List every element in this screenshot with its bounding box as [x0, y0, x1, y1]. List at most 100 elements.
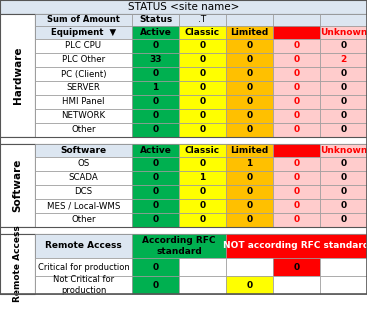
Text: 0: 0: [199, 160, 206, 169]
Bar: [35, 157, 132, 171]
Text: 0: 0: [246, 98, 252, 107]
Bar: [320, 171, 367, 185]
Text: Other: Other: [71, 126, 96, 134]
Text: 0: 0: [199, 98, 206, 107]
Text: 0: 0: [246, 280, 252, 289]
Bar: [0, 144, 35, 227]
Text: Hardware: Hardware: [12, 47, 22, 104]
Text: 0: 0: [152, 126, 159, 134]
Bar: [273, 14, 320, 26]
Text: 0: 0: [294, 263, 299, 272]
Text: Other: Other: [71, 215, 96, 224]
Text: 0: 0: [152, 187, 159, 196]
Text: .T: .T: [199, 16, 207, 25]
Text: 0: 0: [294, 111, 299, 120]
Bar: [35, 258, 132, 276]
Bar: [273, 171, 320, 185]
Bar: [0, 227, 367, 234]
Bar: [320, 109, 367, 123]
Bar: [35, 14, 132, 26]
Bar: [320, 14, 367, 26]
Bar: [132, 123, 179, 137]
Text: 0: 0: [199, 202, 206, 211]
Bar: [179, 185, 226, 199]
Text: Obsolete: Obsolete: [274, 146, 319, 155]
Bar: [320, 39, 367, 53]
Text: PLC Other: PLC Other: [62, 56, 105, 65]
Bar: [226, 123, 273, 137]
Text: 1: 1: [246, 160, 252, 169]
Bar: [179, 199, 226, 213]
Text: 2: 2: [340, 56, 346, 65]
Bar: [320, 185, 367, 199]
Bar: [273, 53, 320, 67]
Text: Active: Active: [139, 28, 171, 37]
Text: 0: 0: [246, 111, 252, 120]
Bar: [132, 144, 179, 157]
Text: DCS: DCS: [75, 187, 92, 196]
Bar: [273, 258, 320, 276]
Text: 1: 1: [199, 173, 206, 182]
Text: 0: 0: [341, 69, 346, 78]
Text: Software: Software: [61, 146, 106, 155]
Text: 0: 0: [152, 111, 159, 120]
Text: 0: 0: [199, 111, 206, 120]
Text: Unknown: Unknown: [320, 28, 367, 37]
Text: Limited: Limited: [230, 146, 269, 155]
Bar: [320, 276, 367, 294]
Text: 0: 0: [341, 84, 346, 92]
Text: Active: Active: [139, 146, 171, 155]
Bar: [273, 109, 320, 123]
Text: Remote Access: Remote Access: [13, 226, 22, 302]
Bar: [35, 123, 132, 137]
Bar: [0, 234, 35, 294]
Text: 0: 0: [294, 84, 299, 92]
Text: 0: 0: [152, 69, 159, 78]
Bar: [273, 276, 320, 294]
Text: PC (Client): PC (Client): [61, 69, 106, 78]
Bar: [273, 185, 320, 199]
Bar: [226, 53, 273, 67]
Text: Classic: Classic: [185, 28, 220, 37]
Text: PLC CPU: PLC CPU: [65, 41, 102, 50]
Text: 0: 0: [341, 111, 346, 120]
Text: SCADA: SCADA: [69, 173, 98, 182]
Text: 0: 0: [341, 160, 346, 169]
Bar: [35, 213, 132, 227]
Bar: [132, 276, 179, 294]
Text: 0: 0: [294, 215, 299, 224]
Bar: [179, 81, 226, 95]
Bar: [35, 26, 132, 39]
Bar: [179, 258, 226, 276]
Bar: [179, 123, 226, 137]
Bar: [179, 53, 226, 67]
Bar: [273, 26, 320, 39]
Text: Software: Software: [12, 159, 22, 212]
Text: 0: 0: [152, 202, 159, 211]
Text: 0: 0: [341, 187, 346, 196]
Bar: [273, 39, 320, 53]
Text: 0: 0: [341, 215, 346, 224]
Bar: [226, 26, 273, 39]
Bar: [226, 258, 273, 276]
Bar: [226, 109, 273, 123]
Text: 0: 0: [246, 84, 252, 92]
Bar: [320, 67, 367, 81]
Text: 0: 0: [152, 98, 159, 107]
Bar: [35, 53, 132, 67]
Bar: [132, 258, 179, 276]
Bar: [226, 171, 273, 185]
Bar: [226, 234, 367, 258]
Text: STATUS <site name>: STATUS <site name>: [128, 2, 239, 12]
Text: 0: 0: [152, 160, 159, 169]
Bar: [179, 144, 226, 157]
Bar: [179, 157, 226, 171]
Bar: [226, 14, 273, 26]
Bar: [226, 157, 273, 171]
Bar: [35, 67, 132, 81]
Text: 0: 0: [152, 173, 159, 182]
Bar: [320, 199, 367, 213]
Bar: [273, 67, 320, 81]
Bar: [132, 157, 179, 171]
Text: 0: 0: [341, 98, 346, 107]
